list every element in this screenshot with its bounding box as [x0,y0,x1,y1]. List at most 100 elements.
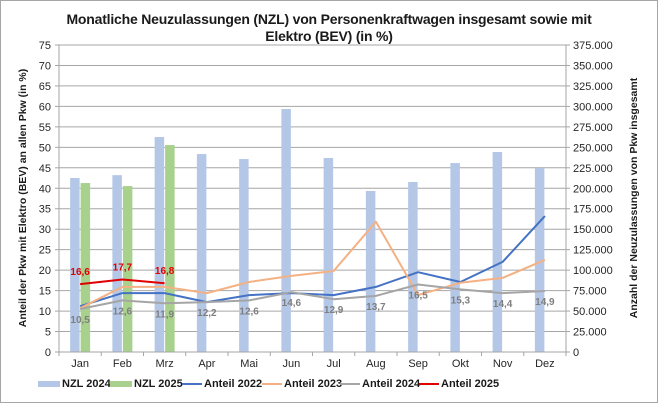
y-left-tick-label: 65 [39,81,51,93]
x-tick-label: Feb [113,358,132,370]
y-axis-right-title: Anzahl der Neuzulassungen von Pkw insges… [628,77,640,318]
legend-item: Anteil 2023 [262,377,342,391]
data-label-anteil-2024: 12,2 [197,308,217,319]
y-right-tick-label: 150.000 [573,224,613,236]
bar-nzl-2025 [80,183,91,352]
y-right-tick-label: 100.000 [573,265,613,277]
bar-nzl-2024 [365,190,376,352]
legend-item: NZL 2025 [110,377,183,391]
data-label-anteil-2024: 11,9 [155,309,174,320]
y-left-tick-label: 35 [39,204,51,216]
y-left-tick-label: 30 [39,224,51,236]
x-tick-label: Aug [366,358,386,370]
line-anteil-2023 [79,220,546,310]
line-anteil-2025 [79,278,165,286]
legend-item: Anteil 2022 [182,377,262,391]
bar-nzl-2024 [450,163,460,352]
bar-nzl-2024 [70,178,80,352]
data-label-anteil-2025: 16,6 [70,267,90,278]
y-left-tick-label: 70 [39,60,51,72]
data-label-anteil-2024: 12,6 [113,306,133,317]
y-left-tick-label: 40 [39,183,51,195]
x-tick-label: Apr [198,358,215,370]
y-left-tick-label: 15 [39,286,51,298]
y-right-tick-label: 125.000 [573,245,613,257]
legend-item: Anteil 2024 [340,377,420,391]
x-tick-label: Jan [71,358,89,370]
bar-nzl-2025 [122,186,133,352]
y-right-tick-label: 75.000 [573,286,607,298]
y-left-tick-label: 0 [45,347,51,359]
data-label-anteil-2024: 15,3 [451,295,471,306]
chart-title: Monatliche Neuzulassungen (NZL) von Pers… [0,11,658,45]
legend-item: Anteil 2025 [419,377,499,391]
y-right-tick-label: 0 [573,347,579,359]
data-label-anteil-2024: 14,4 [493,299,513,310]
data-label-anteil-2025: 17,7 [113,263,133,274]
bar-nzl-2024 [154,137,165,352]
y-right-tick-label: 50.000 [573,306,607,318]
legend-label: Anteil 2025 [441,378,500,390]
y-left-tick-label: 75 [39,40,51,52]
x-tick-label: Dez [535,358,555,370]
y-left-tick-label: 50 [39,142,51,154]
x-tick-label: Mrz [155,358,173,370]
bar-nzl-2024 [534,167,545,352]
y-right-tick-label: 25.000 [573,327,607,339]
y-right-tick-label: 350.000 [573,60,613,72]
chart-title-line2: Elektro (BEV) (in %) [265,28,393,44]
line-anteil-2024 [79,283,545,310]
legend-label: Anteil 2023 [284,378,343,390]
y-left-tick-label: 20 [39,265,51,277]
x-tick-label: Jun [283,358,301,370]
legend-swatch-line [262,383,282,386]
y-left-tick-label: 45 [39,163,51,175]
legend-label: Anteil 2024 [362,378,421,390]
y-left-tick-label: 10 [39,306,51,318]
legend-swatch-bar [38,381,60,388]
y-left-tick-label: 60 [39,101,51,113]
legend-label: NZL 2024 [62,378,111,390]
y-right-tick-label: 175.000 [573,204,613,216]
x-tick-label: Sep [408,358,428,370]
bar-nzl-2024 [408,181,418,352]
y-left-tick-label: 25 [39,245,51,257]
chart-title-line1: Monatliche Neuzulassungen (NZL) von Pers… [66,11,592,27]
legend-swatch-line [182,383,202,386]
y-right-tick-label: 200.000 [573,183,613,195]
bar-nzl-2024 [492,151,503,352]
x-tick-label: Mai [240,358,258,370]
legend: NZL 2024 NZL 2025 Anteil 2022 Anteil 2023 An… [0,377,658,393]
data-label-anteil-2024: 16,5 [408,290,428,301]
bar-nzl-2025 [165,145,175,352]
legend-swatch-line [419,383,439,386]
line-anteil-2022 [79,215,546,308]
data-label-anteil-2024: 10,5 [70,315,90,326]
bar-nzl-2024 [323,157,334,352]
x-tick-label: Jul [327,358,341,370]
y-axis-left-title: Anteil der Pkw mit Elektro (BEV) an alle… [17,69,29,327]
bar-nzl-2024 [112,175,122,352]
legend-item: NZL 2024 [38,377,111,391]
legend-label: Anteil 2022 [204,378,263,390]
y-left-tick-label: 55 [39,122,51,134]
x-tick-label: Okt [452,358,469,370]
data-label-anteil-2024: 14,9 [535,297,555,308]
bar-nzl-2024 [281,109,291,352]
y-right-tick-label: 250.000 [573,142,613,154]
y-right-tick-label: 225.000 [573,163,613,175]
data-label-anteil-2024: 13,7 [366,302,386,313]
x-tick-label: Nov [493,358,513,370]
legend-swatch-bar [110,381,132,388]
data-label-anteil-2024: 12,9 [324,305,344,316]
y-right-tick-label: 375.000 [573,40,613,52]
data-label-anteil-2024: 12,6 [239,306,259,317]
y-right-tick-label: 325.000 [573,81,613,93]
bar-nzl-2024 [196,154,207,352]
bar-nzl-2024 [239,159,249,352]
legend-label: NZL 2025 [134,378,183,390]
data-label-anteil-2024: 14,6 [282,298,302,309]
legend-swatch-line [340,383,360,386]
y-right-tick-label: 300.000 [573,101,613,113]
